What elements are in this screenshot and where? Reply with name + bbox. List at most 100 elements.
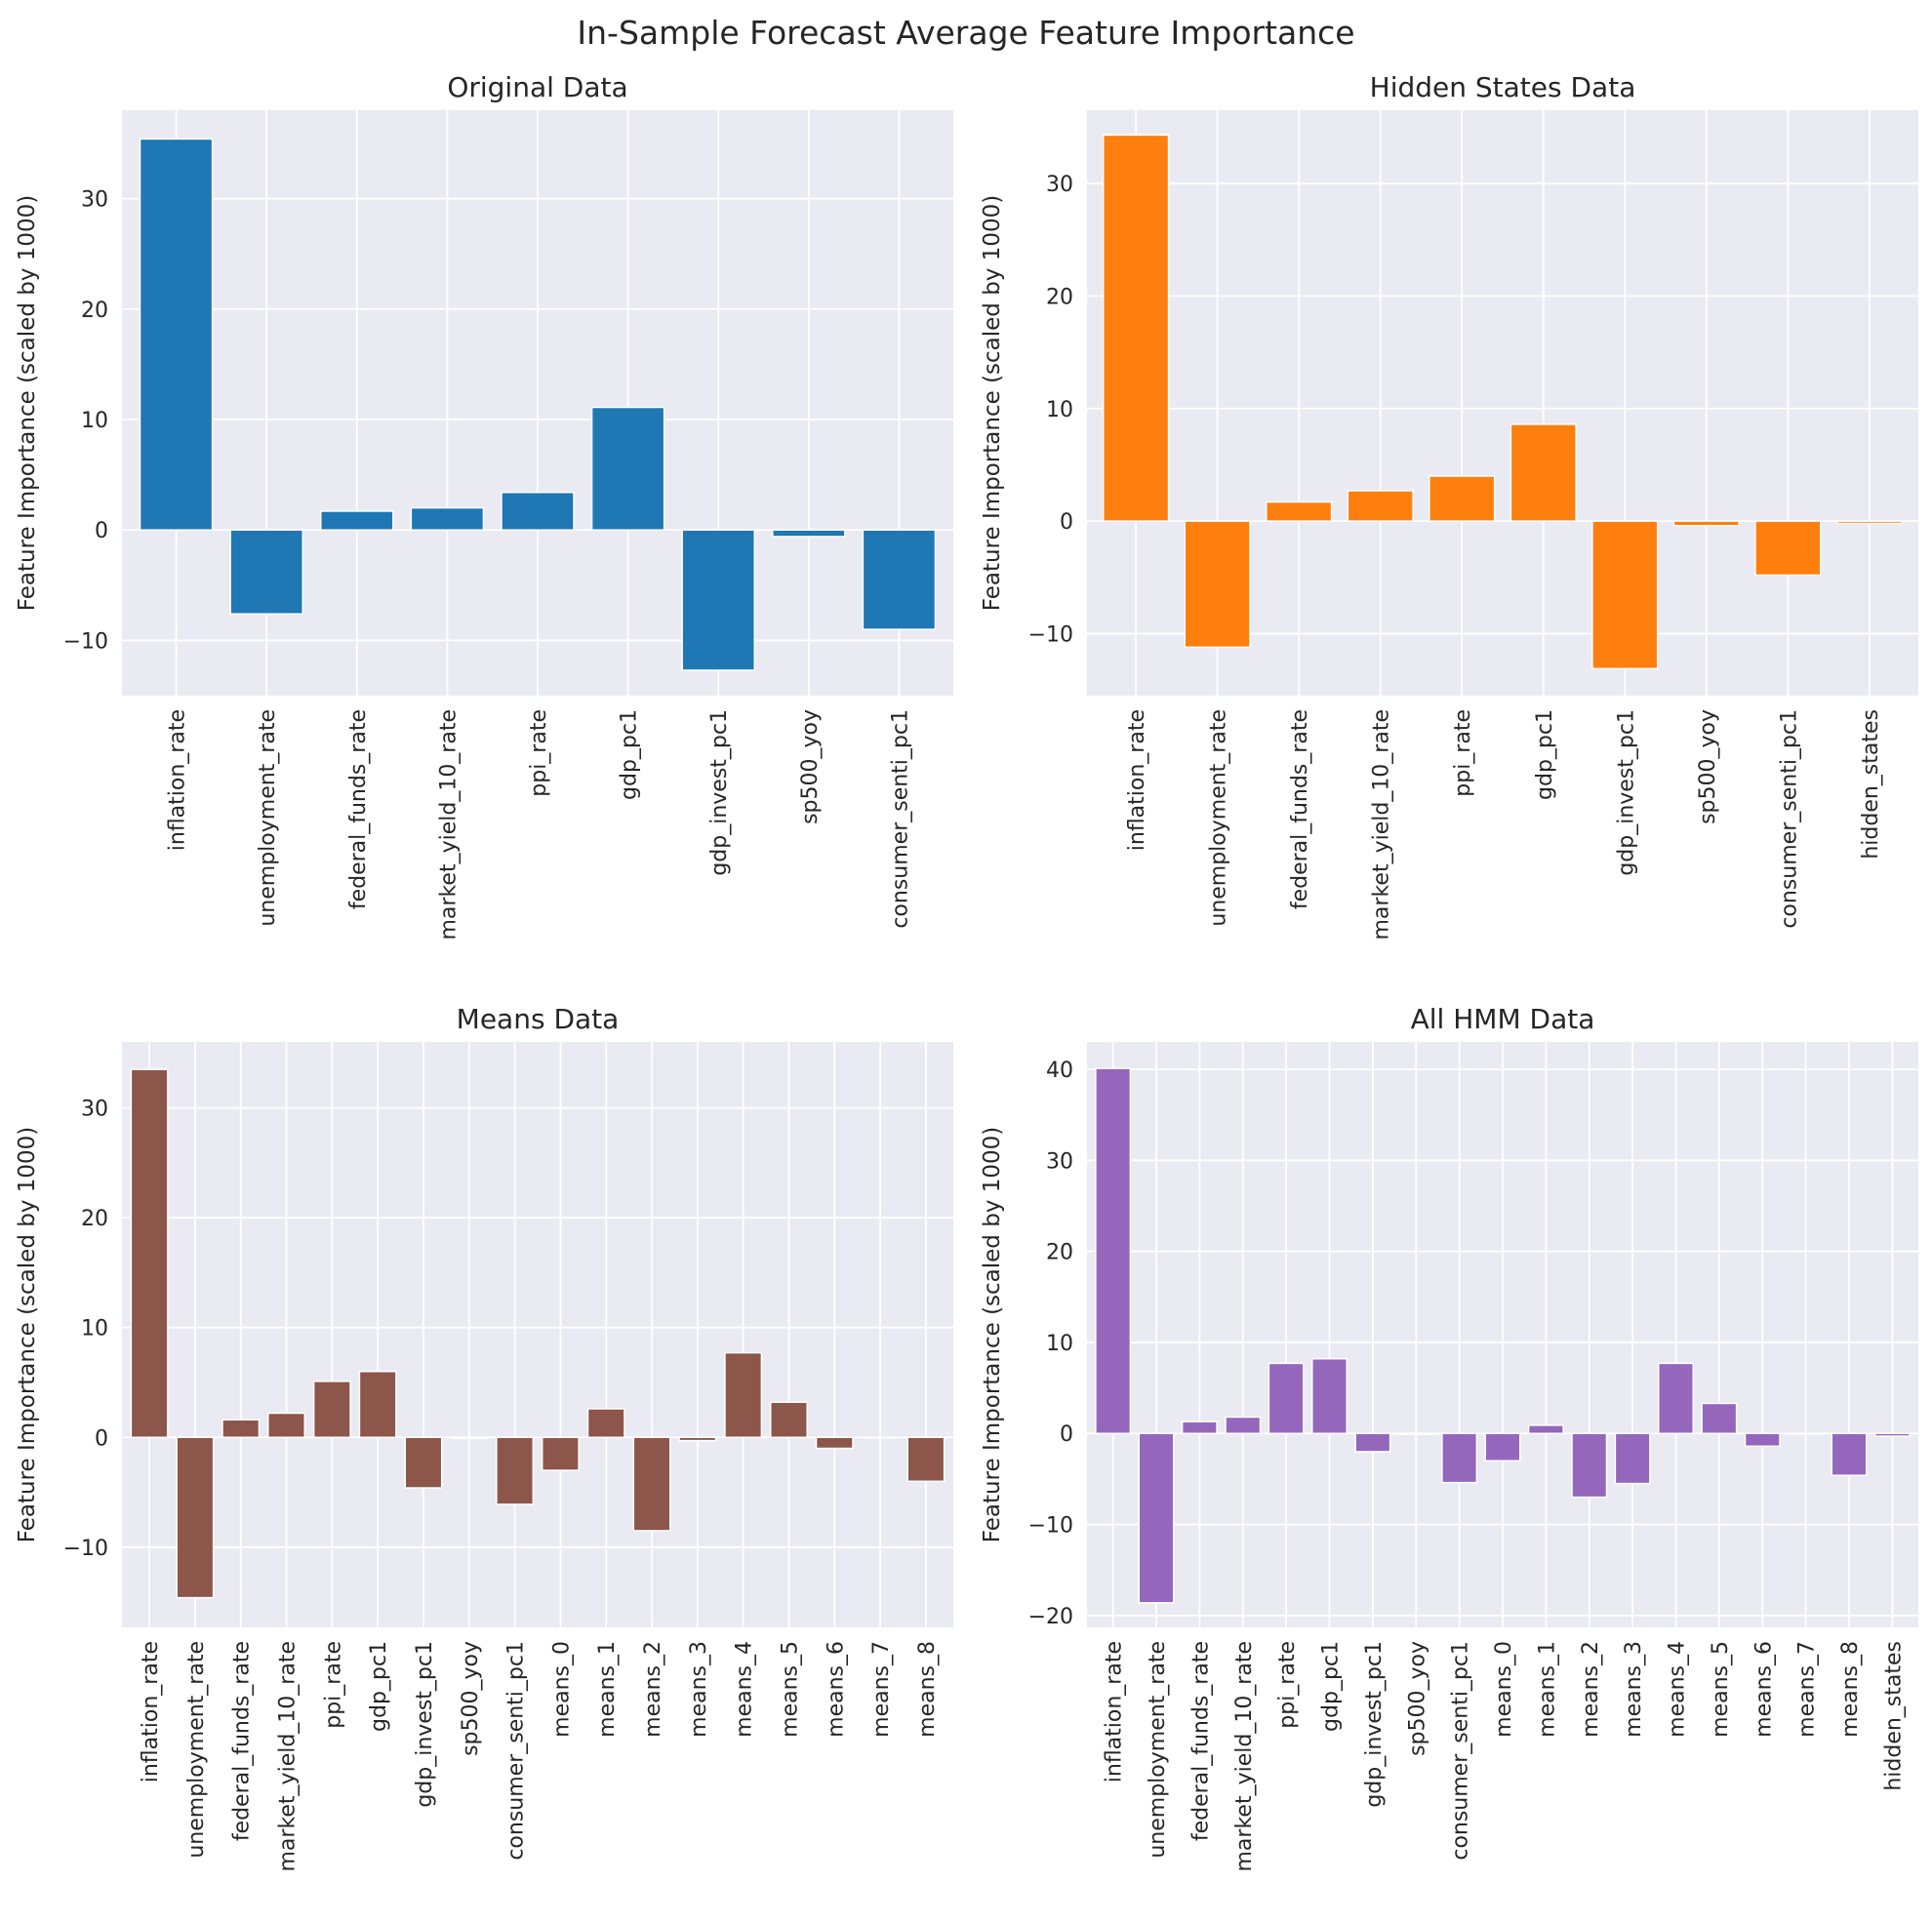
y-tick-label: −10: [63, 1537, 108, 1561]
bar-means_8: [1831, 1432, 1868, 1476]
x-tick-label: gdp_invest_pc1: [707, 709, 732, 876]
bar-means_2: [632, 1436, 671, 1532]
y-tick-label: 40: [1046, 1059, 1073, 1083]
x-tick-label: sp500_yoy: [798, 709, 823, 824]
bar-consumer_senti_pc1: [1754, 520, 1822, 577]
x-tick-label: means_6: [824, 1641, 848, 1738]
bar-means_4: [724, 1351, 763, 1439]
panel-means-data: inflation_rate unemployment_rate federal_f…: [15, 1003, 953, 1872]
x-tick-label: gdp_invest_pc1: [1362, 1641, 1387, 1808]
x-tick-label: market_yield_10_rate: [1370, 709, 1394, 941]
y-axis-label: Feature Importance (scaled by 1000): [980, 1127, 1005, 1543]
y-tick-label: 0: [95, 1426, 108, 1451]
x-tick-label: means_4: [733, 1641, 757, 1738]
y-tick-label: 20: [1046, 285, 1073, 309]
x-tick-label: gdp_invest_pc1: [413, 1641, 437, 1808]
y-tick-label: 30: [81, 1098, 108, 1122]
bar-sp500_yoy: [1672, 520, 1740, 527]
x-tick-label: means_4: [1666, 1641, 1690, 1738]
panel-hidden-states-data: inflation_rate unemployment_rate federal_f…: [980, 71, 1918, 941]
bar-ppi_rate: [1429, 475, 1496, 522]
x-tick-label: consumer_senti_pc1: [1777, 709, 1801, 929]
y-tick-label: 10: [1046, 1332, 1073, 1356]
bar-hidden_states: [1873, 1432, 1911, 1437]
x-tick-label: inflation_rate: [166, 709, 190, 851]
x-tick-label: means_5: [1709, 1641, 1733, 1738]
y-tick-label: −20: [1028, 1605, 1073, 1629]
bar-market_yield_10_rate: [1347, 490, 1414, 522]
panel-original-data: inflation_rate unemployment_rate federal_f…: [15, 71, 953, 941]
x-tick-label: federal_funds_rate: [1188, 1641, 1213, 1841]
bar-means_1: [1527, 1424, 1564, 1434]
bar-federal_funds_rate: [1266, 501, 1333, 522]
x-tick-label: gdp_pc1: [618, 709, 642, 800]
figure-title: In-Sample Forecast Average Feature Impor…: [577, 14, 1354, 52]
x-tick-label: gdp_pc1: [367, 1641, 391, 1732]
x-tick-label: unemployment_rate: [1146, 1641, 1170, 1859]
x-tick-label: inflation_rate: [139, 1641, 163, 1782]
x-tick-label: federal_funds_rate: [1288, 709, 1312, 909]
y-axis-label: Feature Importance (scaled by 1000): [980, 195, 1005, 612]
x-tick-label: means_7: [1795, 1641, 1820, 1738]
x-tick-label: means_6: [1751, 1641, 1776, 1738]
bar-gdp_invest_pc1: [681, 529, 756, 671]
x-tick-label: means_2: [1579, 1641, 1603, 1738]
bar-means_6: [1744, 1432, 1781, 1448]
bar-inflation_rate: [1095, 1067, 1132, 1434]
x-tick-label: consumer_senti_pc1: [888, 709, 912, 929]
bar-gdp_pc1: [590, 406, 665, 531]
x-tick-label: market_yield_10_rate: [436, 709, 461, 941]
x-tick-label: consumer_senti_pc1: [1449, 1641, 1473, 1861]
y-tick-label: 30: [1046, 1149, 1073, 1174]
x-tick-label: means_3: [1622, 1641, 1646, 1738]
bar-ppi_rate: [501, 491, 575, 531]
x-tick-label: means_5: [778, 1641, 802, 1738]
bar-means_6: [815, 1436, 854, 1450]
bar-means_0: [1484, 1432, 1521, 1462]
x-tick-label: sp500_yoy: [1696, 709, 1720, 824]
bar-means_3: [678, 1436, 717, 1442]
bar-gdp_invest_pc1: [1354, 1432, 1391, 1453]
bar-ppi_rate: [1268, 1362, 1305, 1434]
x-tick-label: unemployment_rate: [256, 709, 280, 927]
x-tick-label: market_yield_10_rate: [276, 1641, 301, 1872]
x-tick-label: hidden_states: [1881, 1641, 1906, 1791]
y-tick-label: −10: [63, 629, 108, 654]
panel-title: All HMM Data: [1411, 1003, 1595, 1035]
bar-sp500_yoy: [772, 529, 846, 538]
x-tick-label: sp500_yoy: [459, 1641, 483, 1756]
panel-all-hmm-data: inflation_rate unemployment_rate federal_f…: [980, 1003, 1918, 1872]
x-tick-label: ppi_rate: [1451, 709, 1475, 797]
bar-unemployment_rate: [1138, 1432, 1175, 1604]
x-tick-label: means_3: [687, 1641, 711, 1738]
bar-gdp_pc1: [1311, 1357, 1348, 1434]
bar-gdp_pc1: [1509, 423, 1577, 522]
bar-means_2: [1571, 1432, 1608, 1499]
bar-means_7: [861, 1436, 900, 1439]
y-tick-label: 10: [81, 409, 108, 433]
y-tick-label: 0: [95, 519, 108, 543]
bar-consumer_senti_pc1: [496, 1436, 535, 1505]
x-tick-label: ppi_rate: [527, 709, 551, 797]
y-tick-label: 20: [81, 1207, 108, 1231]
y-axis-label: Feature Importance (scaled by 1000): [15, 1127, 40, 1543]
x-tick-label: inflation_rate: [1103, 1641, 1127, 1782]
x-tick-label: federal_funds_rate: [230, 1641, 255, 1841]
bar-inflation_rate: [130, 1068, 169, 1439]
bar-gdp_invest_pc1: [1591, 520, 1659, 670]
panel-title: Hidden States Data: [1370, 71, 1636, 103]
x-tick-label: ppi_rate: [1275, 1641, 1300, 1729]
bar-means_1: [586, 1408, 625, 1439]
bar-inflation_rate: [139, 138, 214, 531]
x-tick-label: federal_funds_rate: [346, 709, 371, 909]
bar-means_4: [1658, 1362, 1694, 1434]
x-tick-label: market_yield_10_rate: [1232, 1641, 1257, 1872]
bar-means_5: [1701, 1402, 1738, 1434]
x-tick-label: sp500_yoy: [1405, 1641, 1429, 1756]
plot-area: [122, 1042, 953, 1627]
y-tick-label: 30: [1046, 173, 1073, 197]
x-tick-label: means_1: [1535, 1641, 1559, 1738]
bar-ppi_rate: [312, 1381, 351, 1439]
y-tick-label: −10: [1028, 1514, 1073, 1539]
